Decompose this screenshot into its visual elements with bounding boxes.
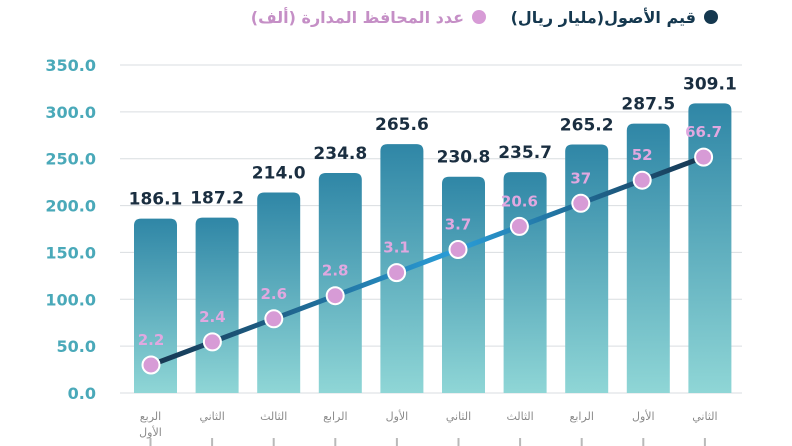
line-value-label: 2.2 xyxy=(138,331,165,349)
bar-value-label: 186.1 xyxy=(129,190,183,210)
line-marker xyxy=(141,355,161,375)
bar xyxy=(318,172,362,393)
legend-portfolios-label: عدد المحافظ المدارة (ألف) xyxy=(250,7,464,27)
y-tick-label: 200.0 xyxy=(45,197,96,216)
y-tick-label: 350.0 xyxy=(45,56,96,75)
x-tick-label-line: الثاني xyxy=(692,410,717,423)
y-axis: 0.0 50.0 100.0 150.0 200.0 250.0 300.0 350.0 xyxy=(45,56,96,403)
bar-value-label: 265.2 xyxy=(560,115,614,135)
bar xyxy=(442,176,485,393)
legend-portfolios-swatch xyxy=(472,10,486,24)
line-value-label: 2.4 xyxy=(199,308,226,326)
x-tick-label: الثالث xyxy=(260,410,287,423)
line-series: 2.2 2.4 2.6 2.8 3.1 3.7 20.6 37 52 66.7 xyxy=(138,123,722,375)
bar-value-label: 309.1 xyxy=(683,74,737,94)
x-tick-label: الأول xyxy=(386,409,409,423)
y-tick-label: 50.0 xyxy=(57,337,96,356)
y-tick-label: 0.0 xyxy=(68,384,96,403)
x-tick-label-line: الرابع xyxy=(323,410,347,423)
line-value-label: 3.7 xyxy=(445,216,472,234)
line-value-label: 37 xyxy=(570,169,591,187)
x-tick-label-line: الأول xyxy=(632,409,655,423)
bar xyxy=(257,192,301,393)
bar-value-label: 187.2 xyxy=(190,189,244,209)
bar-value-label: 265.6 xyxy=(375,115,429,135)
x-tick-label: الربع الأول xyxy=(139,410,162,439)
bar-value-label: 230.8 xyxy=(437,148,491,168)
x-tick-label-line: الثاني xyxy=(199,410,224,423)
x-tick-label: الثاني xyxy=(446,410,471,423)
x-tick-label: الثاني xyxy=(692,410,717,423)
x-tick-label-line: الثالث xyxy=(260,410,287,423)
line-marker xyxy=(694,147,714,167)
x-tick-label: الثاني xyxy=(199,410,224,423)
bars xyxy=(134,103,732,394)
bar xyxy=(195,217,239,393)
bar xyxy=(626,123,670,394)
line-marker xyxy=(448,240,468,259)
line-marker xyxy=(202,332,222,352)
line-value-label: 66.7 xyxy=(685,123,722,141)
line-path xyxy=(148,154,707,368)
line-marker xyxy=(264,309,284,329)
x-tick-label-line: الثاني xyxy=(446,410,471,423)
line-value-label: 52 xyxy=(632,146,653,164)
line-marker xyxy=(509,216,529,236)
legend-assets: قيم الأصول(مليار ريال) xyxy=(511,4,718,30)
bar xyxy=(134,218,177,393)
x-tick-label: الأول xyxy=(632,409,655,423)
line-value-label: 2.6 xyxy=(261,285,288,303)
y-tick-label: 300.0 xyxy=(45,103,96,122)
legend-assets-swatch xyxy=(704,10,718,24)
bar-value-label: 287.5 xyxy=(621,95,675,115)
x-tick-label: الرابع xyxy=(323,410,347,423)
x-axis: الربع الأول الثاني الثالث الرابع الأول الثاني ا… xyxy=(139,409,718,446)
bar-value-labels: 186.1 187.2 214.0 234.8 265.6 230.8 235.7 265.2… xyxy=(129,74,737,209)
y-tick-label: 100.0 xyxy=(45,290,96,309)
line-marker xyxy=(571,193,591,213)
x-tick-label-line: الربع xyxy=(140,410,161,423)
line-marker xyxy=(387,263,407,283)
x-tick-label: الثالث xyxy=(506,410,533,423)
line-marker xyxy=(325,286,345,306)
bar-value-label: 234.8 xyxy=(313,144,367,164)
legend-portfolios: عدد المحافظ المدارة (ألف) xyxy=(251,4,486,30)
legend-assets-label: قيم الأصول(مليار ريال) xyxy=(510,7,696,27)
line-value-label: 2.8 xyxy=(322,262,349,280)
line-value-label: 20.6 xyxy=(501,192,538,210)
y-tick-label: 150.0 xyxy=(45,243,96,262)
line-marker xyxy=(632,170,652,190)
bar-value-label: 214.0 xyxy=(252,163,306,183)
x-tick-label: الرابع xyxy=(569,410,593,423)
x-tick-label-line: الرابع xyxy=(569,410,593,423)
y-tick-label: 250.0 xyxy=(45,150,96,169)
x-tick-label-line: الأول xyxy=(139,425,162,439)
x-tick-label-line: الأول xyxy=(386,409,409,423)
x-tick-label-line: الثالث xyxy=(506,410,533,423)
bar xyxy=(688,103,732,394)
line-value-label: 3.1 xyxy=(383,239,410,257)
bar-value-label: 235.7 xyxy=(498,143,552,163)
